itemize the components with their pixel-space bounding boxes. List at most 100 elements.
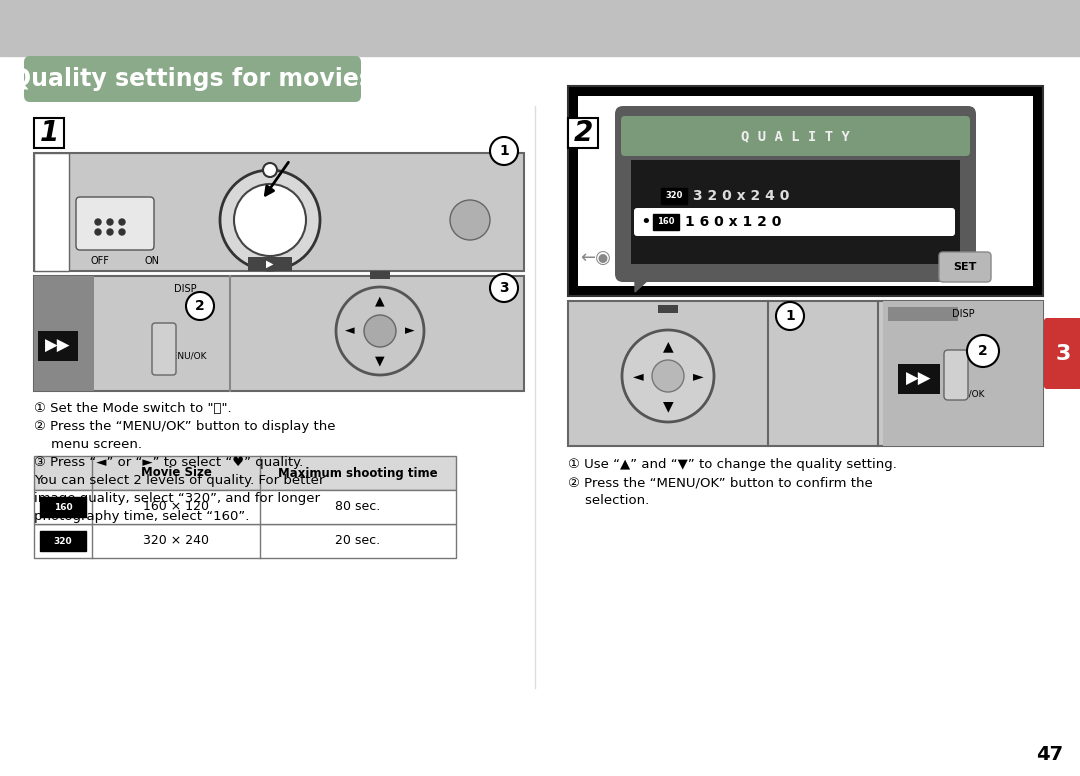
Text: 2: 2: [978, 344, 988, 358]
Text: You can select 2 levels of quality. For better: You can select 2 levels of quality. For …: [33, 474, 324, 487]
FancyBboxPatch shape: [944, 350, 968, 400]
Text: DISP: DISP: [174, 284, 197, 294]
Text: ① Set the Mode switch to "🎥".: ① Set the Mode switch to "🎥".: [33, 402, 231, 415]
Text: 3: 3: [1055, 344, 1070, 364]
Bar: [661, 188, 687, 204]
Circle shape: [119, 229, 125, 235]
Circle shape: [186, 292, 214, 320]
FancyBboxPatch shape: [24, 56, 361, 102]
Text: DISP: DISP: [951, 309, 974, 319]
Text: 1: 1: [499, 144, 509, 158]
Bar: [248, 257, 292, 271]
Bar: [897, 364, 940, 394]
Text: ③ Press “◄” or “►” to select “♥” quality.: ③ Press “◄” or “►” to select “♥” quality…: [33, 456, 303, 469]
Circle shape: [119, 219, 125, 225]
Circle shape: [652, 360, 684, 392]
Text: 320 × 240: 320 × 240: [143, 535, 210, 548]
Text: 80 sec.: 80 sec.: [336, 501, 380, 514]
Circle shape: [364, 315, 396, 347]
Text: 2: 2: [195, 299, 205, 313]
Text: Movie Size: Movie Size: [140, 466, 212, 480]
Bar: [883, 301, 1043, 446]
Bar: [33, 153, 524, 271]
Polygon shape: [635, 266, 663, 292]
Bar: [0, 0, 1080, 56]
Circle shape: [336, 287, 424, 375]
Text: 20 sec.: 20 sec.: [336, 535, 380, 548]
Text: ▲: ▲: [375, 295, 384, 307]
Text: ▼: ▼: [375, 355, 384, 368]
Bar: [568, 86, 1043, 296]
Text: SET: SET: [954, 262, 976, 272]
Text: ►: ►: [405, 324, 415, 338]
Text: ←◉: ←◉: [581, 249, 611, 267]
Text: 3 2 0 x 2 4 0: 3 2 0 x 2 4 0: [693, 189, 789, 203]
Bar: [888, 307, 958, 321]
Circle shape: [967, 335, 999, 367]
FancyBboxPatch shape: [621, 116, 970, 156]
Circle shape: [95, 229, 102, 235]
Circle shape: [95, 219, 102, 225]
Text: ◄: ◄: [346, 324, 355, 338]
Bar: [658, 305, 678, 313]
Circle shape: [107, 229, 113, 235]
Text: 160: 160: [54, 503, 72, 511]
FancyBboxPatch shape: [615, 106, 976, 282]
Bar: [33, 276, 524, 391]
Circle shape: [107, 219, 113, 225]
Circle shape: [622, 330, 714, 422]
Text: photography time, select “160”.: photography time, select “160”.: [33, 510, 249, 523]
Text: ON: ON: [145, 256, 160, 266]
Text: 2: 2: [573, 119, 593, 147]
FancyBboxPatch shape: [634, 208, 955, 236]
Text: Q U A L I T Y: Q U A L I T Y: [741, 129, 850, 143]
Text: ▶▶: ▶▶: [45, 337, 71, 355]
Bar: [33, 524, 456, 558]
Circle shape: [234, 184, 306, 256]
Text: ◄: ◄: [633, 369, 644, 383]
FancyBboxPatch shape: [76, 197, 154, 250]
Text: 3: 3: [499, 281, 509, 295]
Text: ① Use “▲” and “▼” to change the quality setting.: ① Use “▲” and “▼” to change the quality …: [568, 458, 896, 471]
Text: OFF: OFF: [91, 256, 109, 266]
Text: 160: 160: [658, 217, 675, 227]
Bar: [568, 118, 598, 148]
Circle shape: [490, 274, 518, 302]
Text: ② Press the “MENU/OK” button to display the: ② Press the “MENU/OK” button to display …: [33, 420, 336, 433]
Text: ▲: ▲: [663, 339, 673, 353]
Text: 1: 1: [39, 119, 58, 147]
Bar: [40, 497, 86, 517]
FancyBboxPatch shape: [152, 323, 176, 375]
Text: ▶▶: ▶▶: [906, 370, 932, 388]
Text: 160 × 120: 160 × 120: [143, 501, 210, 514]
Circle shape: [450, 200, 490, 240]
Bar: [33, 276, 94, 391]
Bar: [578, 96, 1032, 286]
Text: MENU/OK: MENU/OK: [942, 390, 984, 399]
Text: 1 6 0 x 1 2 0: 1 6 0 x 1 2 0: [685, 215, 781, 229]
Bar: [33, 118, 64, 148]
Text: 1: 1: [785, 309, 795, 323]
Text: MENU/OK: MENU/OK: [164, 352, 206, 361]
Text: Quality settings for movies: Quality settings for movies: [11, 67, 373, 91]
Bar: [38, 331, 78, 361]
Bar: [370, 271, 390, 279]
Bar: [33, 490, 456, 524]
Circle shape: [220, 170, 320, 270]
Bar: [33, 153, 69, 271]
Bar: [631, 160, 960, 264]
Text: ▼: ▼: [663, 399, 673, 413]
Text: image quality, select “320”, and for longer: image quality, select “320”, and for lon…: [33, 492, 320, 505]
Bar: [653, 214, 679, 230]
Text: Maximum shooting time: Maximum shooting time: [279, 466, 437, 480]
Text: ② Press the “MENU/OK” button to confirm the: ② Press the “MENU/OK” button to confirm …: [568, 476, 873, 489]
Text: selection.: selection.: [568, 494, 649, 507]
Circle shape: [777, 302, 804, 330]
FancyBboxPatch shape: [939, 252, 991, 282]
Bar: [33, 456, 456, 490]
Circle shape: [490, 137, 518, 165]
Text: •: •: [640, 213, 651, 231]
Circle shape: [264, 163, 276, 177]
Text: ►: ►: [692, 369, 703, 383]
Text: 320: 320: [54, 536, 72, 546]
